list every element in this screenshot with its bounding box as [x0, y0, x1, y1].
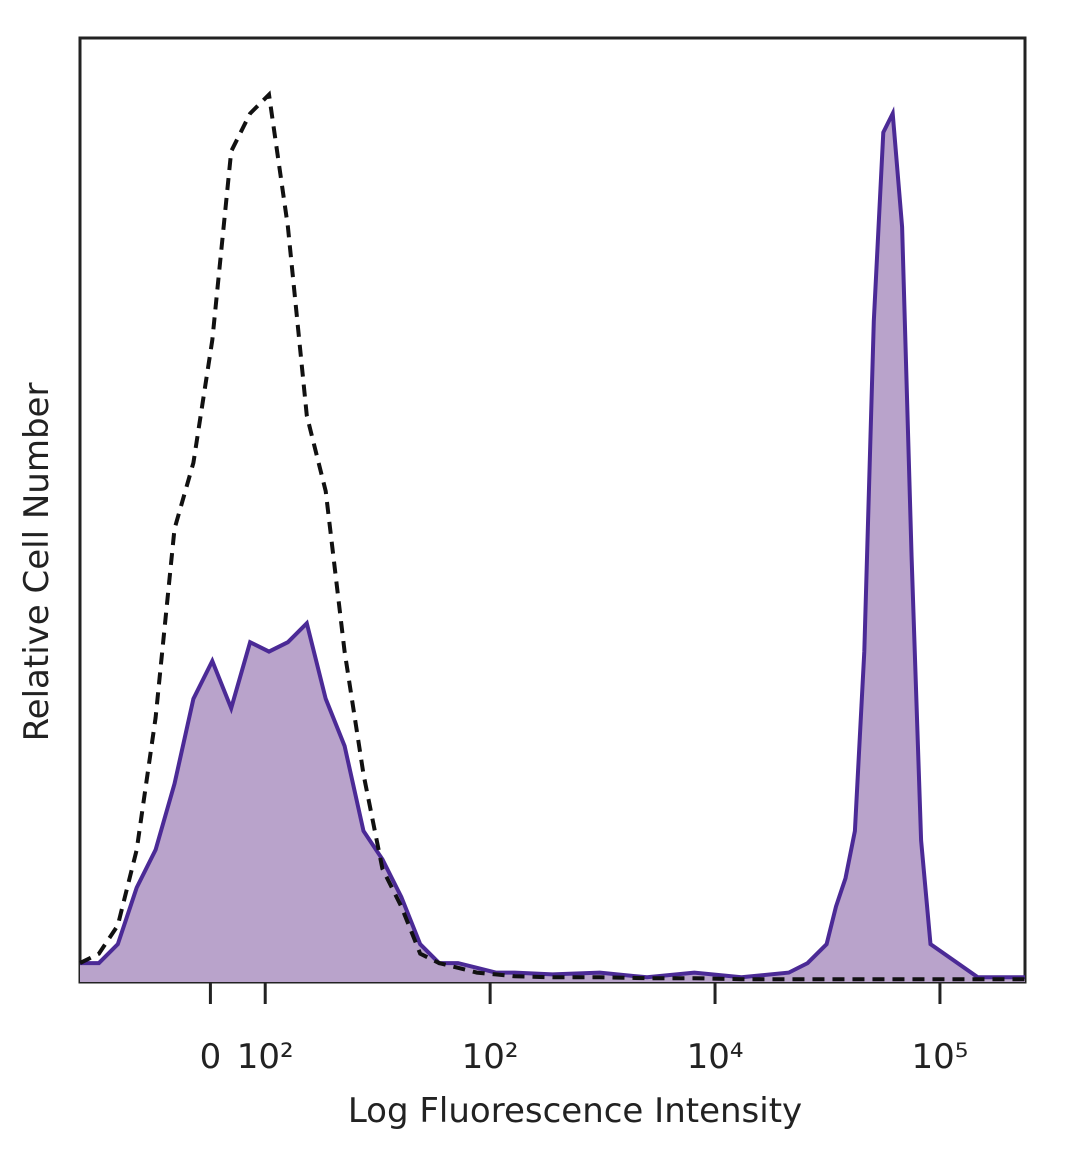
x-tick-label: 0: [200, 1037, 222, 1077]
x-tick-label: 10⁵: [911, 1037, 968, 1077]
y-axis-label: Relative Cell Number: [17, 383, 57, 742]
x-axis-label: Log Fluorescence Intensity: [348, 1091, 802, 1131]
histogram-fill: [80, 113, 1025, 982]
x-tick-label: 10⁴: [687, 1037, 744, 1077]
x-tick-label: 10²: [237, 1037, 294, 1077]
x-tick-label: 10²: [462, 1037, 519, 1077]
histogram-line-dashed: [79, 90, 1025, 982]
